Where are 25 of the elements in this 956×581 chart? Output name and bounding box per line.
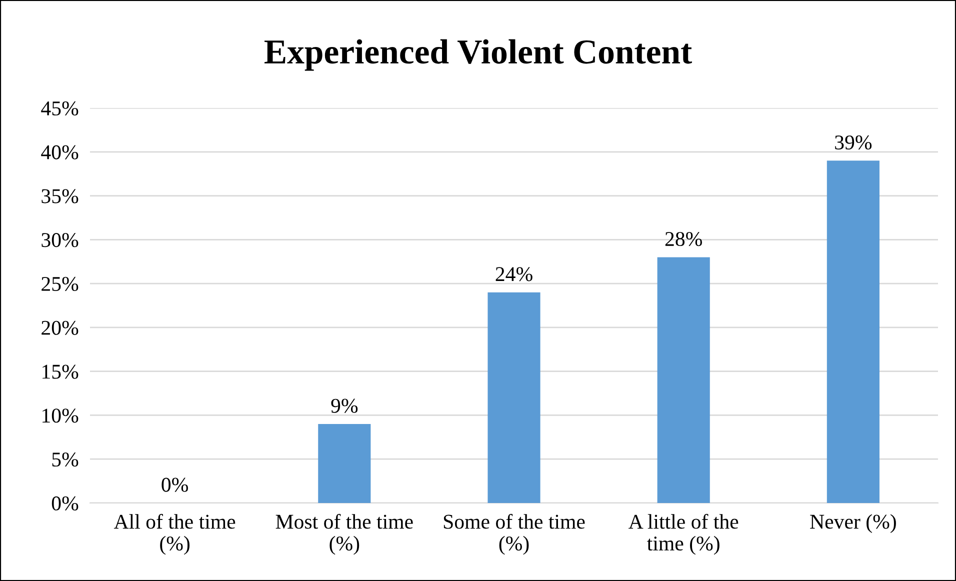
y-tick-label: 15%: [42, 364, 78, 379]
data-label: 39%: [835, 135, 872, 150]
data-label: 24%: [496, 267, 532, 282]
y-tick-label: 10%: [42, 408, 78, 423]
x-tick-label: Never (%): [810, 514, 896, 534]
bar: [488, 292, 540, 503]
bar: [826, 160, 880, 503]
y-tick-label: 30%: [42, 233, 78, 248]
y-tick-label: 45%: [41, 101, 78, 116]
x-tick-label: All of the time (%): [114, 514, 236, 555]
y-tick-label: 20%: [42, 320, 78, 335]
y-tick-label: 5%: [52, 452, 78, 467]
chart-title: Experienced Violent Content: [264, 39, 692, 71]
bar: [657, 257, 710, 503]
y-tick-label: 0%: [52, 496, 78, 510]
bar: [318, 424, 371, 503]
data-label: 28%: [665, 232, 702, 246]
data-label: 0%: [162, 478, 188, 492]
data-label: 9%: [331, 398, 358, 413]
y-tick-label: 35%: [42, 189, 78, 204]
x-tick-label: A little of the time (%): [628, 514, 738, 555]
x-tick-label: Some of the time (%): [444, 514, 585, 555]
x-tick-label: Most of the time (%): [276, 514, 413, 555]
y-tick-label: 25%: [42, 276, 78, 292]
y-tick-label: 40%: [41, 145, 78, 160]
